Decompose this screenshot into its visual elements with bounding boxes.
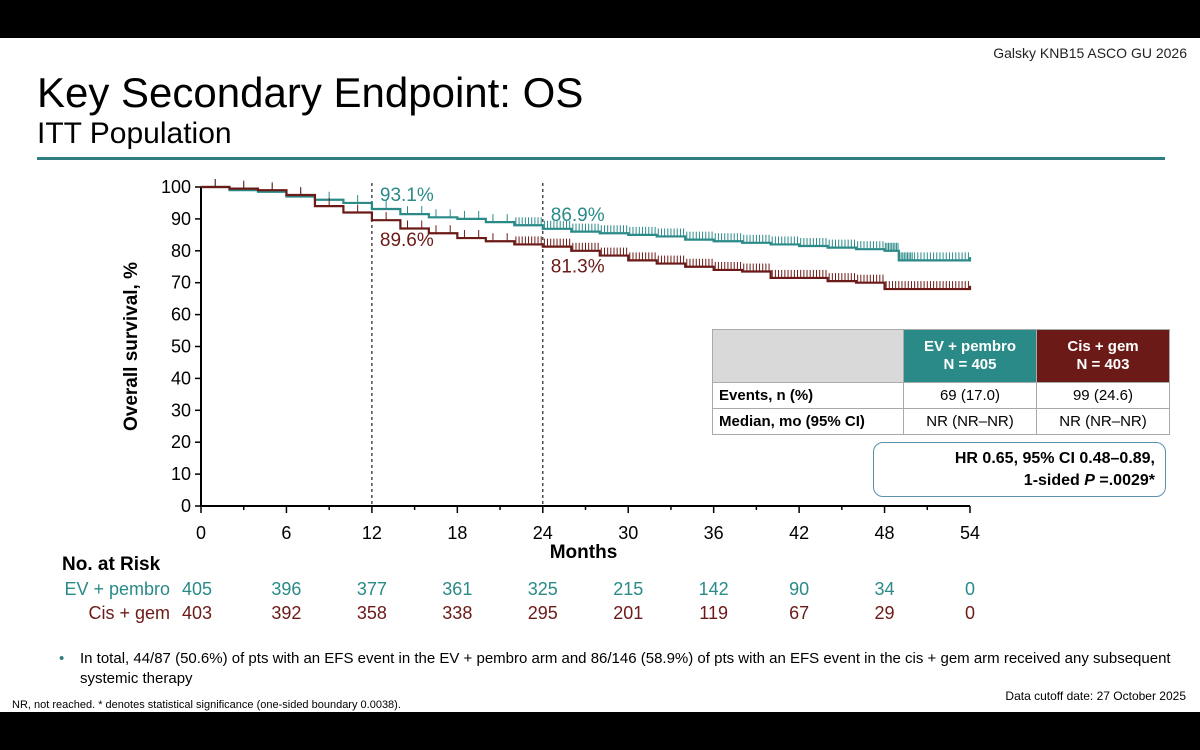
nr-note: NR, not reached. * denotes statistical s…: [12, 699, 401, 711]
x-tick-label: 0: [196, 523, 206, 543]
y-tick-label: 20: [171, 432, 191, 452]
x-tick-label: 48: [875, 523, 895, 543]
series-line-ev-pembro: [201, 185, 972, 262]
risk-count: 295: [527, 603, 558, 623]
table-header-ev: EV + pembro N = 405: [903, 329, 1037, 383]
x-tick-label: 12: [362, 523, 382, 543]
bullet-icon: •: [59, 650, 65, 667]
x-tick-label: 54: [960, 523, 980, 543]
risk-count: 119: [699, 603, 728, 623]
risk-count: 377: [356, 579, 387, 599]
risk-count: 90: [789, 579, 810, 599]
hr-p-value: =.0029*: [1094, 472, 1155, 489]
events-cis: 99 (24.6): [1036, 382, 1170, 409]
risk-count: 405: [181, 579, 213, 599]
risk-count: 0: [964, 603, 975, 623]
y-tick-label: 40: [171, 368, 191, 388]
y-tick-label: 10: [171, 464, 191, 484]
y-tick-label: 50: [171, 337, 191, 357]
hr-prefix: 1-sided: [1023, 472, 1085, 489]
row-label-events: Events, n (%): [712, 382, 904, 409]
risk-count: 67: [789, 603, 810, 623]
y-tick-label: 70: [171, 273, 191, 293]
x-tick-label: 24: [533, 523, 553, 543]
risk-count: 0: [964, 579, 975, 599]
hr-p-symbol: P: [1084, 472, 1095, 489]
risk-count: 215: [613, 579, 644, 599]
x-tick-label: 36: [704, 523, 724, 543]
table-row: Median, mo (95% CI) NR (NR–NR) NR (NR–NR…: [712, 408, 1170, 435]
page-title: Key Secondary Endpoint: OS: [37, 69, 584, 116]
slide: Galsky KNB15 ASCO GU 2026 Key Secondary …: [0, 38, 1200, 712]
citation: Galsky KNB15 ASCO GU 2026: [993, 45, 1187, 61]
y-axis-label: Overall survival, %: [121, 262, 142, 431]
annotation-label: 89.6%: [380, 230, 434, 251]
page-subtitle: ITT Population: [37, 117, 232, 150]
y-tick-label: 60: [171, 305, 191, 325]
risk-row-label: Cis + gem: [88, 603, 170, 623]
risk-table-title: No. at Risk: [62, 554, 161, 575]
x-axis-label: Months: [550, 542, 618, 563]
x-tick-label: 18: [447, 523, 467, 543]
annotation-label: 86.9%: [551, 205, 605, 226]
ev-header-text: EV + pembro N = 405: [923, 338, 1017, 373]
median-ev: NR (NR–NR): [903, 408, 1037, 435]
results-table: EV + pembro N = 405 Cis + gem N = 403 Ev…: [712, 329, 1170, 435]
risk-count: 403: [181, 603, 213, 623]
risk-count: 325: [527, 579, 558, 599]
data-cutoff: Data cutoff date: 27 October 2025: [1005, 689, 1186, 703]
risk-count: 142: [698, 579, 729, 599]
table-header-cis: Cis + gem N = 403: [1036, 329, 1170, 383]
title-divider: [37, 157, 1165, 160]
annotation-label: 93.1%: [380, 185, 434, 206]
y-tick-label: 0: [181, 496, 191, 516]
risk-row-label: EV + pembro: [64, 579, 170, 599]
hr-line1: HR 0.65, 95% CI 0.48–0.89,: [954, 450, 1155, 467]
risk-count: 396: [271, 579, 302, 599]
x-tick-label: 30: [618, 523, 638, 543]
y-tick-label: 90: [171, 209, 191, 229]
risk-count: 29: [874, 603, 895, 623]
y-tick-label: 30: [171, 400, 191, 420]
km-chart: 0 10 20 30 40 50 60 70 80 90 100 0 6 12 18 24 30 36 42 48 54…: [121, 177, 980, 563]
risk-count: 338: [442, 603, 473, 623]
hr-line2: 1-sided P =.0029*: [874, 470, 1155, 492]
x-tick-label: 6: [281, 523, 291, 543]
cis-header-text: Cis + gem N = 403: [1067, 338, 1139, 373]
footnote-text: In total, 44/87 (50.6%) of pts with an E…: [80, 650, 1171, 687]
y-tick-label: 100: [161, 177, 191, 197]
events-ev: 69 (17.0): [903, 382, 1037, 409]
table-header-row: EV + pembro N = 405 Cis + gem N = 403: [712, 329, 1170, 383]
risk-count: 201: [613, 603, 644, 623]
footnote-bullet: • In total, 44/87 (50.6%) of pts with an…: [59, 649, 1172, 689]
median-cis: NR (NR–NR): [1036, 408, 1170, 435]
row-label-median: Median, mo (95% CI): [712, 408, 904, 435]
risk-count: 392: [271, 603, 302, 623]
risk-count: 358: [356, 603, 387, 623]
risk-count: 34: [874, 579, 895, 599]
table-corner: [712, 329, 904, 383]
y-tick-label: 80: [171, 241, 191, 261]
table-row: Events, n (%) 69 (17.0) 99 (24.6): [712, 382, 1170, 409]
hazard-ratio-box: HR 0.65, 95% CI 0.48–0.89, 1-sided P =.0…: [873, 442, 1166, 497]
annotation-label: 81.3%: [551, 257, 605, 278]
x-tick-label: 42: [789, 523, 809, 543]
risk-count: 361: [442, 579, 473, 599]
